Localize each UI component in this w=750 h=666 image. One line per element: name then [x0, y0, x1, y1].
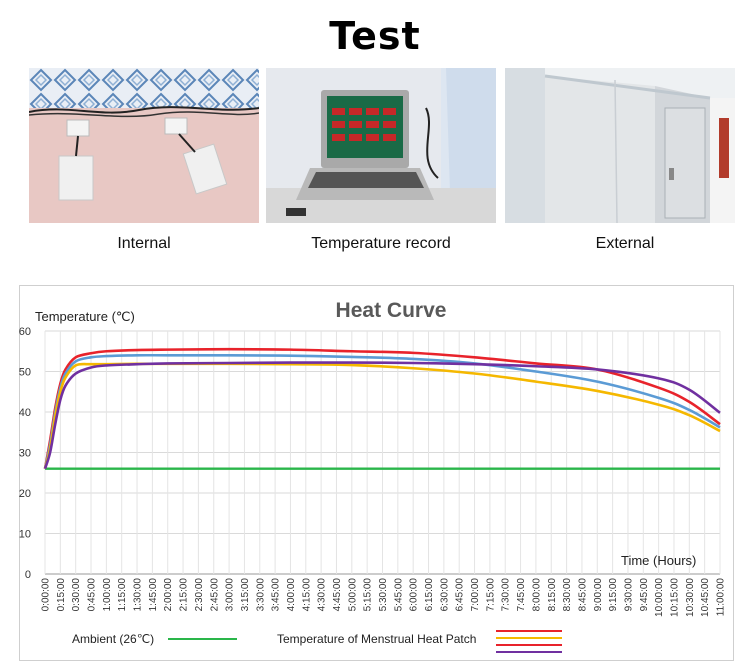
x-tick-label: 6:30:00	[439, 578, 450, 612]
x-tick-label: 0:15:00	[56, 578, 67, 612]
legend-ambient-label: Ambient (26℃)	[72, 632, 154, 646]
x-tick-label: 10:15:00	[669, 578, 680, 617]
x-tick-label: 5:00:00	[347, 578, 358, 612]
x-tick-label: 3:45:00	[271, 578, 282, 612]
x-tick-label: 4:00:00	[286, 578, 297, 612]
x-tick-label: 0:00:00	[41, 578, 52, 612]
x-tick-label: 2:15:00	[179, 578, 190, 612]
x-tick-label: 9:00:00	[593, 578, 604, 612]
y-tick-label: 20	[19, 488, 31, 500]
x-axis-label: Time (Hours)	[621, 553, 696, 568]
x-tick-label: 10:45:00	[700, 578, 711, 617]
x-tick-label: 9:30:00	[623, 578, 634, 612]
legend-patch-label: Temperature of Menstrual Heat Patch	[277, 632, 476, 646]
external-caption: External	[595, 235, 655, 252]
x-tick-label: 10:30:00	[685, 578, 696, 617]
y-tick-label: 30	[19, 448, 31, 460]
series-layer	[43, 347, 721, 470]
tick-layer: 0 10 20 30 40 50 60 0:00:00 0:15:00 0:30:00 0:45:0…	[19, 326, 727, 617]
x-tick-label: 1:15:00	[117, 578, 128, 612]
x-tick-label: 1:30:00	[133, 578, 144, 612]
internal-photo	[29, 68, 259, 223]
x-tick-label: 3:00:00	[225, 578, 236, 612]
y-tick-label: 60	[19, 326, 31, 338]
x-tick-label: 2:00:00	[163, 578, 174, 612]
x-tick-label: 5:30:00	[378, 578, 389, 612]
x-tick-label: 4:45:00	[332, 578, 343, 612]
x-tick-label: 7:45:00	[516, 578, 527, 612]
x-tick-label: 6:00:00	[409, 578, 420, 612]
x-tick-label: 2:45:00	[209, 578, 220, 612]
page-title: Test	[329, 14, 421, 58]
x-tick-label: 1:45:00	[148, 578, 159, 612]
y-tick-label: 40	[19, 407, 31, 419]
x-tick-label: 4:30:00	[317, 578, 328, 612]
x-tick-label: 3:15:00	[240, 578, 251, 612]
x-tick-label: 7:30:00	[501, 578, 512, 612]
legend: Ambient (26℃) Temperature of Menstrual H…	[72, 630, 562, 653]
x-tick-label: 7:00:00	[470, 578, 481, 612]
x-tick-label: 6:45:00	[455, 578, 466, 612]
x-tick-label: 5:45:00	[393, 578, 404, 612]
temperature-record-photo	[266, 68, 496, 223]
temperature-record-caption: Temperature record	[311, 235, 451, 252]
x-tick-label: 0:30:00	[71, 578, 82, 612]
x-tick-label: 0:45:00	[87, 578, 98, 612]
x-tick-label: 8:45:00	[577, 578, 588, 612]
external-photo	[505, 68, 735, 223]
internal-caption: Internal	[117, 235, 171, 252]
x-tick-label: 6:15:00	[424, 578, 435, 612]
x-tick-label: 4:15:00	[301, 578, 312, 612]
x-tick-label: 2:30:00	[194, 578, 205, 612]
y-axis-label: Temperature (℃)	[35, 309, 135, 324]
x-tick-label: 3:30:00	[255, 578, 266, 612]
x-tick-label: 1:00:00	[102, 578, 113, 612]
x-tick-label: 10:00:00	[654, 578, 665, 617]
x-tick-label: 8:00:00	[531, 578, 542, 612]
x-tick-label: 9:45:00	[639, 578, 650, 612]
x-tick-label: 5:15:00	[363, 578, 374, 612]
y-tick-label: 10	[19, 529, 31, 541]
x-tick-label: 8:30:00	[562, 578, 573, 612]
y-tick-label: 50	[19, 367, 31, 379]
x-tick-label: 11:00:00	[716, 578, 727, 617]
y-tick-label: 0	[25, 569, 31, 581]
chart-title: Heat Curve	[336, 299, 447, 322]
x-tick-label: 7:15:00	[485, 578, 496, 612]
chart-frame	[19, 285, 734, 661]
x-tick-label: 9:15:00	[608, 578, 619, 612]
purple-series-line	[43, 361, 721, 470]
x-tick-label: 8:15:00	[547, 578, 558, 612]
